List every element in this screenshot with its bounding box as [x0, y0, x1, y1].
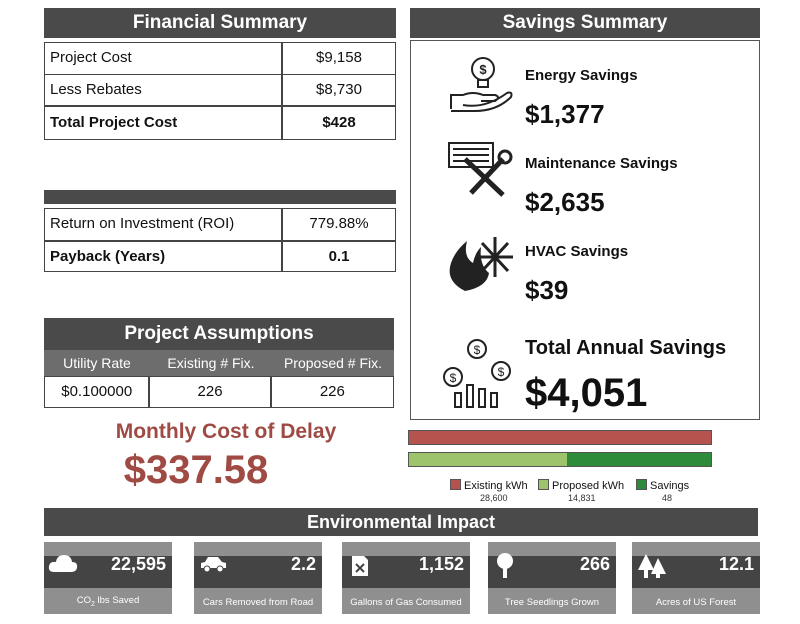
maintenance-savings-label: Maintenance Savings	[525, 155, 678, 172]
env-card-trees: 266 Tree Seedlings Grown	[488, 542, 616, 614]
legend-value-proposed: 14,831	[568, 493, 596, 503]
table-row: Return on Investment (ROI) 779.88%	[45, 209, 395, 240]
card-value: 2.2	[290, 554, 316, 574]
tree-icon	[492, 552, 522, 585]
legend-label: Savings	[650, 480, 690, 492]
card-label: CO2 lbs Saved	[76, 595, 140, 608]
legend-proposed: Proposed kWh	[538, 479, 624, 492]
lightbulb-hand-icon: $	[445, 53, 517, 118]
env-card-cars: 2.2 Cars Removed from Road	[194, 542, 322, 614]
card-value: 1,152	[418, 554, 464, 574]
proposed-kwh-track	[408, 452, 712, 467]
legend-savings: Savings	[636, 479, 689, 492]
card-label: Acres of US Forest	[655, 597, 737, 608]
gas-can-icon	[346, 552, 376, 583]
env-card-co2: 22,595 CO2 lbs Saved	[44, 542, 172, 614]
svg-text:$: $	[479, 62, 487, 77]
financial-summary: Financial Summary Project Cost $9,158 Le…	[44, 8, 396, 140]
existing-kwh-bar	[408, 430, 712, 445]
card-label: Tree Seedlings Grown	[504, 597, 600, 608]
legend-label: Proposed kWh	[552, 480, 625, 492]
roi-table: Return on Investment (ROI) 779.88% Payba…	[44, 208, 396, 272]
assumptions-values: $0.100000 226 226	[44, 376, 394, 408]
hvac-savings-label: HVAC Savings	[525, 243, 629, 260]
env-card-forest: 12.1 Acres of US Forest	[632, 542, 760, 614]
table-row: Project Cost $9,158	[45, 43, 395, 74]
forest-icon	[636, 552, 668, 585]
header-proposed-fix: Proposed # Fix.	[283, 355, 383, 371]
savings-summary: Savings Summary $ Energy Savings $1,377	[410, 8, 760, 420]
total-savings-value: $4,051	[525, 371, 648, 415]
assumptions-title: Project Assumptions	[44, 318, 394, 350]
card-value: 266	[579, 554, 610, 574]
svg-text:$: $	[450, 371, 457, 385]
energy-savings-label: Energy Savings	[525, 67, 638, 84]
legend-existing: Existing kWh	[450, 479, 528, 492]
total-savings-label: Total Annual Savings	[525, 337, 727, 359]
money-chart-icon: $ $ $	[441, 337, 513, 414]
assumptions-headers: Utility Rate Existing # Fix. Proposed # …	[44, 350, 394, 376]
legend-value-savings: 48	[662, 493, 673, 503]
savings-kwh-bar	[567, 453, 711, 466]
card-value: 22,595	[110, 554, 166, 574]
kwh-chart	[408, 430, 712, 470]
row-label: Less Rebates	[45, 75, 283, 105]
header-utility-rate: Utility Rate	[63, 355, 131, 371]
row-label: Total Project Cost	[45, 107, 283, 139]
value-existing-fix: 226	[150, 377, 272, 407]
project-assumptions: Project Assumptions Utility Rate Existin…	[44, 318, 394, 408]
row-label: Payback (Years)	[45, 242, 283, 271]
savings-summary-title: Savings Summary	[410, 8, 760, 38]
roi-section: Return on Investment (ROI) 779.88% Payba…	[44, 190, 396, 272]
roi-header-bar	[44, 190, 396, 204]
fire-snow-icon	[445, 229, 513, 298]
energy-savings-value: $1,377	[525, 99, 605, 129]
legend-swatch-savings	[636, 479, 647, 490]
env-card-gas: 1,152 Gallons of Gas Consumed	[342, 542, 470, 614]
card-label: Cars Removed from Road	[202, 597, 314, 608]
value-utility-rate: $0.100000	[45, 377, 151, 407]
table-row: Payback (Years) 0.1	[45, 240, 395, 271]
svg-text:$: $	[474, 343, 481, 357]
row-value: 779.88%	[309, 215, 369, 232]
delay-value: $337.58	[123, 448, 269, 492]
value-proposed-fix: 226	[319, 383, 345, 400]
tools-icon	[445, 139, 513, 204]
financial-table: Project Cost $9,158 Less Rebates $8,730 …	[44, 42, 396, 140]
monthly-cost-of-delay: Monthly Cost of Delay $337.58	[44, 420, 396, 493]
kwh-legend: Existing kWh 28,600 Proposed kWh 14,831 …	[450, 479, 710, 507]
savings-box: $ Energy Savings $1,377 Maintenance Savi…	[410, 40, 760, 420]
hvac-savings-value: $39	[525, 275, 569, 305]
card-label: Gallons of Gas Consumed	[350, 597, 462, 608]
card-value: 12.1	[718, 554, 754, 574]
row-label: Project Cost	[45, 43, 283, 74]
row-value: $428	[322, 114, 356, 131]
legend-value-existing: 28,600	[480, 493, 508, 503]
delay-label: Monthly Cost of Delay	[115, 420, 337, 443]
header-existing-fix: Existing # Fix.	[167, 355, 255, 371]
maintenance-savings-value: $2,635	[525, 187, 605, 217]
legend-swatch-proposed	[538, 479, 549, 490]
row-value: $9,158	[316, 49, 362, 66]
row-label: Return on Investment (ROI)	[45, 209, 283, 240]
row-value: $8,730	[316, 81, 362, 98]
row-value: 0.1	[328, 248, 350, 265]
car-icon	[198, 552, 228, 579]
environmental-impact-title: Environmental Impact	[44, 508, 758, 536]
svg-text:$: $	[498, 365, 505, 379]
proposed-kwh-bar	[409, 453, 567, 466]
cloud-icon	[48, 552, 78, 579]
legend-swatch-existing	[450, 479, 461, 490]
financial-summary-title: Financial Summary	[44, 8, 396, 38]
table-row: Total Project Cost $428	[45, 105, 395, 139]
table-row: Less Rebates $8,730	[45, 74, 395, 105]
legend-label: Existing kWh	[464, 480, 528, 492]
